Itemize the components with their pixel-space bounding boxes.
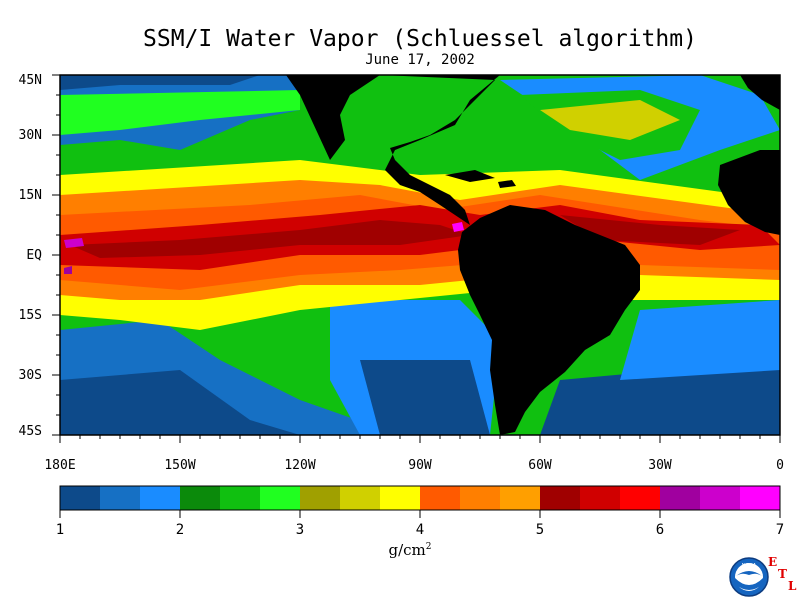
colorbar-swatch [300,486,341,510]
landmass-hispaniola [498,180,516,188]
landmass-north-america [286,75,500,225]
etl-letter-t: T [778,567,787,581]
noaa-logo: NOAA [729,557,769,597]
lon-label-120w: 120W [284,458,316,473]
colorbar-tick-1: 1 [55,522,65,538]
vapor-satl-mid [620,300,780,380]
colorbar-tick-7: 7 [775,522,785,538]
units-exponent: 2 [425,542,432,552]
lat-label-45n: 45N [18,73,42,88]
lon-label-60w: 60W [528,458,552,473]
colorbar-tick-5: 5 [535,522,545,538]
colorbar-swatch [660,486,701,510]
lat-label-30n: 30N [18,128,42,143]
vapor-magenta-spot-1 [64,238,84,248]
colorbar-swatch [620,486,661,510]
colorbar-swatch [740,486,781,510]
colorbar-swatch [500,486,541,510]
colorbar [60,486,781,510]
colorbar-swatch [340,486,381,510]
lat-label-30s: 30S [18,368,42,383]
vapor-magenta-spot-3 [452,222,464,232]
colorbar-units: g/cm2 [370,541,450,559]
colorbar-swatch [580,486,621,510]
landmass-cuba [445,170,495,182]
vapor-magenta-spot-2 [64,266,72,274]
colorbar-tick-4: 4 [415,522,425,538]
map-title: SSM/I Water Vapor (Schluessel algorithm) [143,26,697,52]
vapor-north-dark [60,75,260,90]
colorbar-swatch [60,486,101,510]
lon-label-90w: 90W [408,458,432,473]
lat-label-45s: 45S [18,424,42,439]
lat-label-15n: 15N [18,188,42,203]
map-date: June 17, 2002 [365,52,475,68]
etl-letter-l: L [788,579,797,593]
vapor-north-band [60,90,300,135]
landmass-south-america [458,205,640,435]
colorbar-tick-2: 2 [175,522,185,538]
lat-label-eq: EQ [26,248,42,263]
colorbar-swatch [180,486,221,510]
vapor-se-pacific-dark [360,360,490,435]
colorbar-swatch [260,486,301,510]
vapor-natl-yellow [540,100,680,140]
landmass-europe [740,75,780,110]
lat-label-15s: 15S [18,308,42,323]
colorbar-swatch [420,486,461,510]
colorbar-tick-6: 6 [655,522,665,538]
lon-label-30w: 30W [648,458,672,473]
colorbar-swatch [460,486,501,510]
vapor-south-dark [60,370,300,435]
colorbar-swatch [140,486,181,510]
colorbar-swatch [100,486,141,510]
colorbar-swatch [540,486,581,510]
noaa-logo-bird [736,571,762,576]
colorbar-ticks [59,510,781,518]
colorbar-swatch [700,486,741,510]
etl-letter-e: E [768,555,778,569]
noaa-logo-text: NOAA [742,563,757,569]
noaa-logo-wave [735,578,763,590]
lon-label-180e: 180E [44,458,76,473]
vapor-darkred-core [70,220,470,258]
colorbar-swatch [220,486,261,510]
lon-label-0: 0 [776,458,784,473]
colorbar-swatch [380,486,421,510]
colorbar-tick-3: 3 [295,522,305,538]
vapor-satl-blue [540,360,780,435]
axis-ticks [52,74,781,443]
lon-label-150w: 150W [164,458,196,473]
units-base: g/cm [388,541,426,559]
landmass-africa [718,150,780,235]
